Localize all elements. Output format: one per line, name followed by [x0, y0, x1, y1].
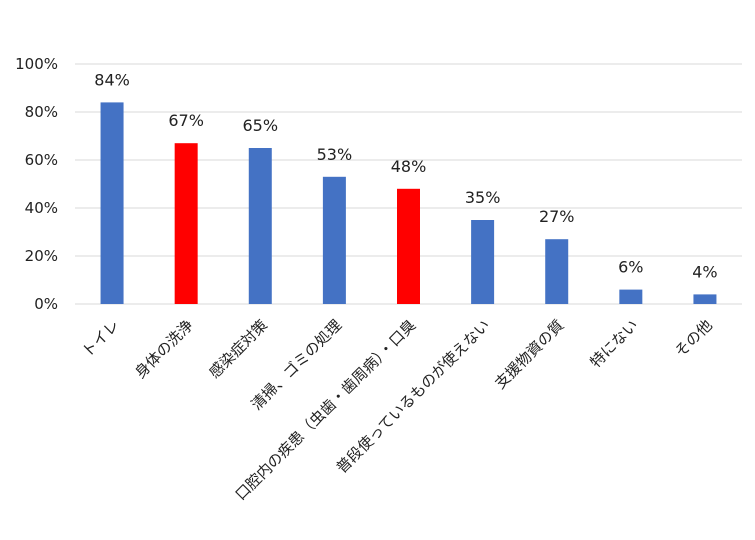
data-label: 35% — [465, 188, 501, 207]
bar — [397, 188, 420, 304]
x-category-label: 支援物資の質 — [491, 316, 567, 392]
bar — [322, 176, 346, 304]
bar — [693, 294, 717, 304]
bar — [174, 143, 198, 304]
x-category-label: 普段使っているものが使えない — [333, 316, 494, 477]
bar — [545, 239, 569, 304]
x-category-label: 特にない — [586, 316, 641, 371]
y-tick-label: 20% — [25, 247, 58, 265]
data-label: 4% — [692, 262, 717, 281]
data-label: 84% — [94, 70, 130, 89]
y-tick-label: 0% — [34, 295, 58, 313]
bar — [248, 148, 272, 304]
data-label: 6% — [618, 258, 643, 277]
data-label: 67% — [168, 111, 204, 130]
x-category-label: トイレ — [78, 316, 123, 361]
y-tick-label: 80% — [25, 103, 58, 121]
y-axis-tick-labels: 0% 20% 40% 60% 80% 100% — [15, 55, 58, 313]
y-tick-label: 60% — [25, 151, 58, 169]
bar — [100, 102, 124, 305]
bar — [619, 289, 643, 304]
bar — [471, 220, 495, 304]
x-axis-category-labels: トイレ 身体の洗浄 感染症対策清掃、ゴミの処理口腔内の疾患（虫歯・歯周病）・口臭普段… — [78, 316, 715, 504]
data-label: 65% — [242, 116, 278, 135]
data-label: 53% — [317, 145, 353, 164]
data-labels: 84% 67% 65% 53% 48% 35% 27% 6% 4% — [94, 70, 717, 281]
x-category-label: 身体の洗浄 — [131, 316, 197, 382]
x-category-label: その他 — [671, 316, 716, 361]
x-category-label: 感染症対策 — [205, 316, 271, 382]
y-tick-label: 40% — [25, 199, 58, 217]
data-label: 27% — [539, 207, 575, 226]
data-label: 48% — [391, 157, 427, 176]
bars — [100, 102, 717, 305]
y-tick-label: 100% — [15, 55, 58, 73]
